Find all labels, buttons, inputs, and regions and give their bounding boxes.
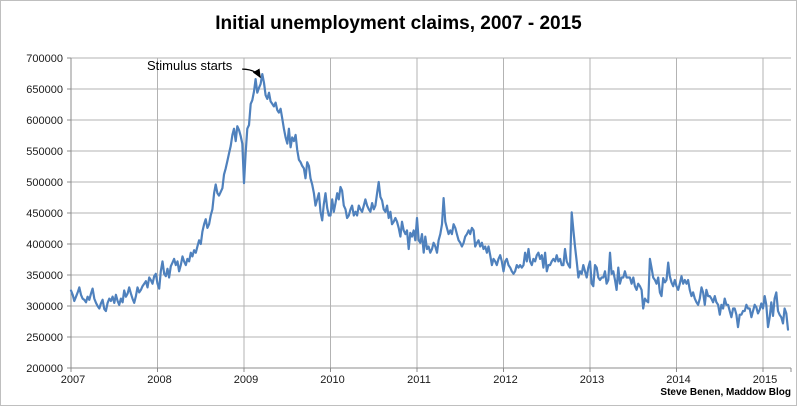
y-tick-label: 650000 [26, 84, 63, 96]
y-tick-label: 500000 [26, 177, 63, 189]
x-tick-label: 2012 [493, 374, 517, 386]
y-tick-label: 600000 [26, 115, 63, 127]
chart-title: Initial unemployment claims, 2007 - 2015 [215, 13, 582, 34]
x-tick-label: 2013 [580, 374, 604, 386]
y-tick-label: 450000 [26, 208, 63, 220]
x-tick-label: 2008 [147, 374, 171, 386]
annotation-arrow [242, 68, 261, 79]
y-tick-label: 550000 [26, 146, 63, 158]
y-tick-label: 200000 [26, 363, 63, 375]
y-tick-label: 400000 [26, 239, 63, 251]
x-tick-label: 2010 [320, 374, 344, 386]
y-tick-label: 700000 [26, 53, 63, 65]
annotation-stimulus-starts: Stimulus starts [147, 58, 233, 73]
x-tick-label: 2015 [753, 374, 777, 386]
x-tick-label: 2007 [61, 374, 85, 386]
x-tick-label: 2011 [407, 374, 431, 386]
claims-line [69, 72, 790, 331]
y-tick-label: 250000 [26, 332, 63, 344]
credit-text: Steve Benen, Maddow Blog [660, 387, 791, 398]
y-tick-label: 350000 [26, 270, 63, 282]
y-tick-label: 300000 [26, 301, 63, 313]
x-tick-label: 2014 [666, 374, 690, 386]
x-tick-label: 2009 [234, 374, 258, 386]
